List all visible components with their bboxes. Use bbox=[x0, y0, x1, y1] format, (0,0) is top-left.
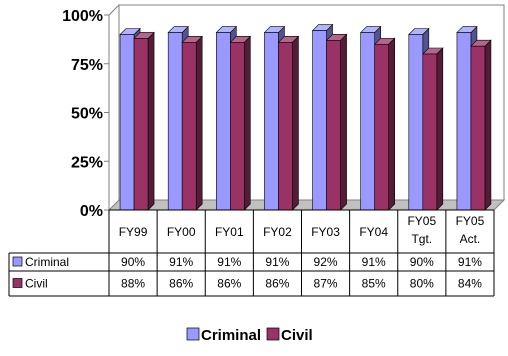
legend: Criminal Civil bbox=[186, 327, 313, 344]
x-tick-label: FY03 bbox=[311, 225, 340, 239]
y-axis: 0% 25% 50% 75% 100% bbox=[62, 8, 110, 220]
bar-civil-2 bbox=[181, 35, 203, 211]
data-label: 87% bbox=[314, 277, 338, 291]
legend-swatch bbox=[266, 327, 280, 341]
bar-civil-5 bbox=[325, 33, 348, 211]
data-label: 91% bbox=[217, 255, 241, 269]
bar-side bbox=[244, 35, 251, 211]
bar-front bbox=[216, 32, 231, 211]
data-label: 86% bbox=[265, 277, 289, 291]
bar-civil-1 bbox=[133, 31, 155, 211]
bar-civil-4 bbox=[277, 35, 300, 211]
plot-walls bbox=[107, 4, 506, 211]
data-label: 84% bbox=[458, 277, 482, 291]
bar-front bbox=[167, 32, 183, 211]
bar-civil-8 bbox=[470, 39, 492, 211]
bar-front bbox=[119, 34, 135, 211]
y-tick-label: 25% bbox=[71, 154, 103, 171]
x-tick-label: FY00 bbox=[167, 225, 196, 239]
table-legend-key-criminal bbox=[12, 256, 23, 267]
data-label: 85% bbox=[362, 277, 386, 291]
bar-side bbox=[388, 37, 395, 211]
bar-front bbox=[264, 32, 279, 211]
table-legend-key-civil bbox=[12, 278, 23, 288]
bar-front bbox=[374, 43, 389, 211]
bar-side bbox=[147, 31, 155, 211]
y-tick-label: 50% bbox=[71, 106, 103, 123]
legend-item-criminal: Criminal bbox=[186, 327, 261, 344]
data-label: 88% bbox=[121, 277, 145, 291]
data-label: 90% bbox=[121, 255, 145, 269]
data-label: 86% bbox=[169, 277, 193, 291]
data-label: 91% bbox=[169, 255, 193, 269]
data-label: 91% bbox=[362, 255, 386, 269]
bar-front bbox=[470, 45, 486, 211]
bar-side bbox=[195, 35, 203, 211]
x-tick-label: Tgt. bbox=[411, 232, 432, 246]
bar-front bbox=[422, 53, 438, 211]
table-series-label-civil: Civil bbox=[25, 277, 48, 291]
bar-side bbox=[436, 47, 444, 211]
data-label: 80% bbox=[410, 277, 434, 291]
x-tick-label: Act. bbox=[460, 232, 481, 246]
x-tick-label: FY02 bbox=[263, 225, 292, 239]
y-tick-label: 75% bbox=[71, 57, 103, 74]
bars bbox=[119, 23, 492, 211]
data-label: 92% bbox=[314, 255, 338, 269]
data-label: 91% bbox=[265, 255, 289, 269]
x-tick-label: FY04 bbox=[359, 225, 388, 239]
y-tick-label: 0% bbox=[80, 203, 103, 220]
bar-side bbox=[484, 39, 492, 211]
x-tick-label: FY05 bbox=[407, 214, 436, 228]
bar-civil-7 bbox=[422, 47, 444, 211]
legend-label: Civil bbox=[281, 327, 313, 344]
bar-side bbox=[340, 33, 347, 211]
bar-front bbox=[408, 34, 424, 211]
data-label: 86% bbox=[217, 277, 241, 291]
legend-item-civil: Civil bbox=[266, 327, 313, 344]
x-tick-label: FY99 bbox=[119, 225, 148, 239]
data-label: 91% bbox=[458, 255, 482, 269]
bar-civil-3 bbox=[229, 35, 252, 211]
legend-swatch bbox=[186, 327, 200, 341]
bar-front bbox=[230, 41, 245, 211]
bar-front bbox=[326, 40, 341, 211]
bar-front bbox=[456, 32, 472, 211]
bar-front bbox=[133, 38, 149, 211]
bar-front bbox=[360, 32, 375, 211]
data-label: 90% bbox=[410, 255, 434, 269]
table-series-label-criminal: Criminal bbox=[25, 255, 69, 269]
bar-side bbox=[292, 35, 299, 211]
bar-front bbox=[181, 41, 197, 211]
side-wall-edge bbox=[108, 4, 120, 16]
bar-civil-6 bbox=[373, 37, 396, 211]
data-table: FY99 FY00 FY01 FY02 FY03 FY04 FY05 Tgt. FY05 Act.… bbox=[8, 209, 495, 297]
y-tick-label: 100% bbox=[62, 8, 103, 25]
x-tick-label: FY01 bbox=[215, 225, 244, 239]
legend-label: Criminal bbox=[201, 327, 261, 344]
bar-front bbox=[278, 41, 293, 211]
bar-front bbox=[312, 30, 327, 211]
x-tick-label: FY05 bbox=[456, 214, 485, 228]
